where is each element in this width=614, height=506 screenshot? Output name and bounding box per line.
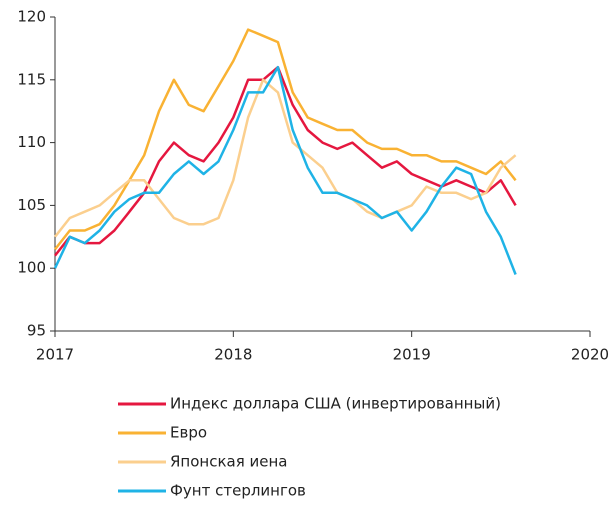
legend-label: Японская иена	[170, 453, 287, 471]
series-line	[54, 28, 517, 251]
x-tick-label: 2018	[214, 346, 252, 364]
series-line	[54, 65, 517, 257]
y-tick-label: 110	[17, 133, 46, 151]
legend-label: Индекс доллара США (инвертированный)	[170, 395, 501, 413]
y-tick-label: 105	[17, 196, 46, 214]
legend-label: Фунт стерлингов	[170, 482, 306, 500]
x-tick-label: 2017	[36, 346, 74, 364]
x-tick-label: 2019	[393, 346, 431, 364]
legend-label: Евро	[170, 424, 207, 442]
y-tick-label: 100	[17, 259, 46, 277]
y-tick-label: 95	[27, 322, 46, 340]
x-tick-label: 2020	[571, 346, 609, 364]
y-tick-label: 120	[17, 8, 46, 26]
series-line	[53, 65, 517, 275]
y-tick-label: 115	[17, 70, 46, 88]
